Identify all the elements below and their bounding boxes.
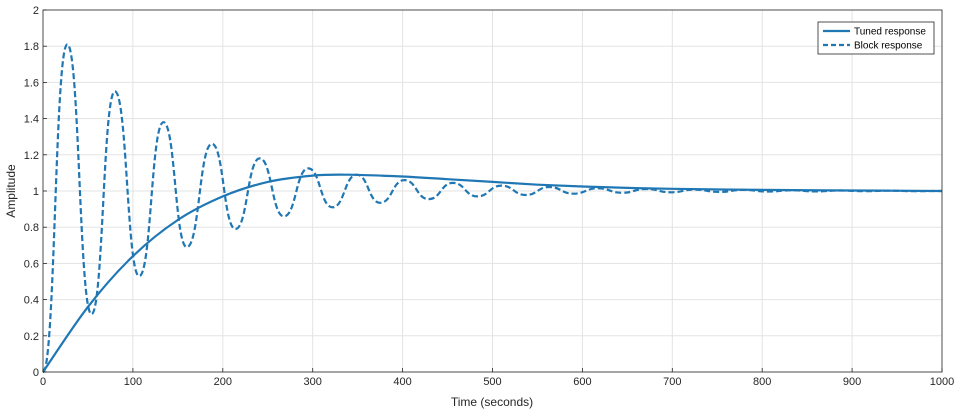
- x-tick-label: 700: [663, 376, 681, 388]
- x-tick-label: 0: [40, 376, 46, 388]
- block-response-line: [41, 43, 943, 374]
- x-tick-label: 900: [843, 376, 861, 388]
- x-tick-label: 300: [304, 376, 322, 388]
- legend-entry-label: Tuned response: [854, 27, 926, 38]
- tuned-response-line: [42, 173, 943, 373]
- y-tick-label: 2: [33, 5, 39, 17]
- y-axis: 0 0.2 0.4 0.6 0.8 1 1.2 1.4 1.6 1.8 2: [24, 5, 47, 379]
- y-tick-label: 1.4: [24, 114, 39, 126]
- x-tick-label: 400: [393, 376, 411, 388]
- legend-entry-label: Block response: [854, 41, 923, 52]
- x-tick-label: 500: [483, 376, 501, 388]
- y-axis-title: Amplitude: [4, 164, 18, 218]
- x-tick-label: 100: [124, 376, 142, 388]
- x-tick-label: 1000: [930, 376, 954, 388]
- x-axis: 0 100 200 300 400 500 600 700 800 900 1000: [40, 368, 954, 388]
- y-tick-label: 0.8: [24, 222, 39, 234]
- x-axis-title: Time (seconds): [451, 395, 533, 409]
- series-layer: [41, 43, 943, 374]
- legend: Tuned response Block response: [817, 21, 935, 55]
- y-tick-label: 0.4: [24, 295, 39, 307]
- y-tick-label: 1.2: [24, 150, 39, 162]
- y-tick-label: 1: [33, 186, 39, 198]
- y-tick-label: 0.2: [24, 331, 39, 343]
- legend-box: [817, 21, 935, 55]
- y-tick-label: 1.8: [24, 41, 39, 53]
- y-tick-label: 0.6: [24, 258, 39, 270]
- y-tick-label: 0: [33, 367, 39, 379]
- x-tick-label: 600: [573, 376, 591, 388]
- x-tick-label: 200: [214, 376, 232, 388]
- x-tick-label: 800: [753, 376, 771, 388]
- y-tick-label: 1.6: [24, 77, 39, 89]
